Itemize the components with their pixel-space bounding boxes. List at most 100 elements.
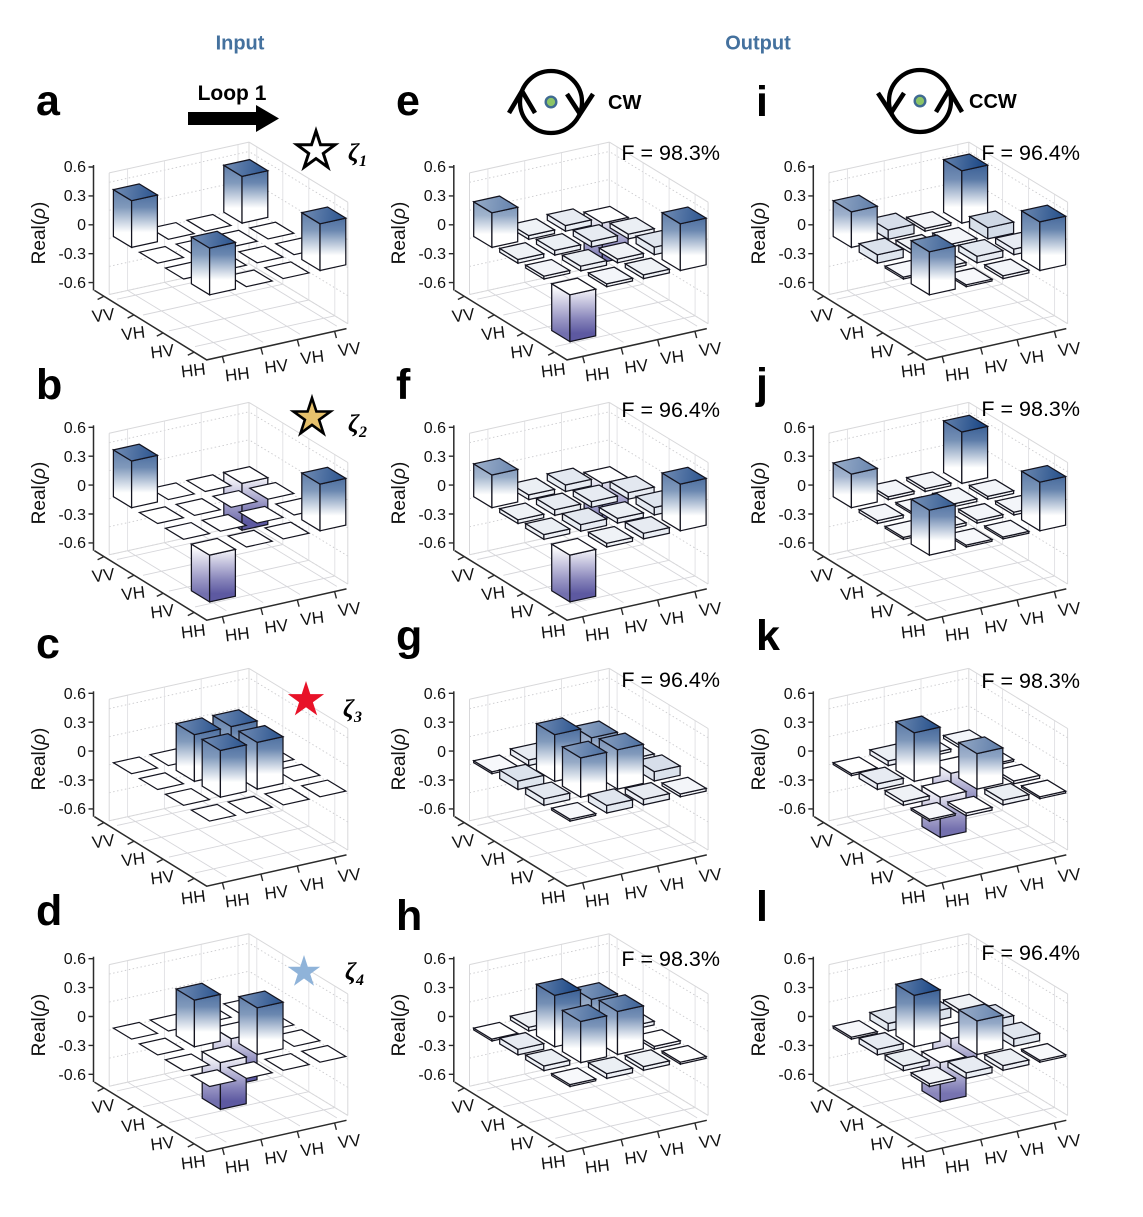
svg-text:VV: VV <box>451 1096 476 1118</box>
svg-text:VV: VV <box>337 1131 362 1153</box>
svg-text:0.6: 0.6 <box>424 420 446 437</box>
svg-text:VV: VV <box>1057 865 1082 887</box>
svg-text:0.6: 0.6 <box>64 686 86 703</box>
svg-text:-0.6: -0.6 <box>778 1067 806 1084</box>
svg-text:VH: VH <box>480 323 506 345</box>
svg-text:Real(ρ): Real(ρ) <box>29 462 50 525</box>
svg-text:HV: HV <box>509 1133 535 1155</box>
svg-text:Real(ρ): Real(ρ) <box>389 994 410 1057</box>
svg-text:F = 98.3%: F = 98.3% <box>981 397 1080 421</box>
svg-text:VH: VH <box>839 323 865 345</box>
svg-text:HH: HH <box>180 1152 207 1174</box>
svg-text:-0.6: -0.6 <box>778 275 806 292</box>
svg-text:CCW: CCW <box>969 91 1017 113</box>
svg-text:VH: VH <box>480 583 506 605</box>
svg-text:-0.6: -0.6 <box>58 275 86 292</box>
svg-text:0.6: 0.6 <box>64 951 86 968</box>
svg-text:HH: HH <box>584 624 611 646</box>
svg-text:Real(ρ): Real(ρ) <box>749 462 770 525</box>
svg-text:-0.3: -0.3 <box>778 1038 806 1055</box>
svg-text:HH: HH <box>224 364 251 386</box>
svg-text:0.6: 0.6 <box>784 159 806 176</box>
svg-text:CW: CW <box>608 92 641 114</box>
svg-text:HH: HH <box>944 364 971 386</box>
svg-text:VH: VH <box>1019 347 1045 369</box>
svg-text:Real(ρ): Real(ρ) <box>749 202 770 265</box>
svg-text:HV: HV <box>149 341 175 363</box>
svg-text:0: 0 <box>797 744 806 761</box>
svg-text:b: b <box>36 361 62 409</box>
svg-text:VV: VV <box>810 565 835 587</box>
svg-text:-0.3: -0.3 <box>58 1038 86 1055</box>
svg-text:-0.3: -0.3 <box>778 507 806 524</box>
svg-text:Real(ρ): Real(ρ) <box>29 202 50 265</box>
svg-text:F = 98.3%: F = 98.3% <box>621 947 720 971</box>
svg-text:HH: HH <box>224 624 251 646</box>
svg-text:VV: VV <box>810 305 835 327</box>
svg-text:HV: HV <box>509 601 535 623</box>
svg-text:HV: HV <box>983 882 1009 904</box>
svg-text:0: 0 <box>797 1009 806 1026</box>
svg-text:HH: HH <box>944 624 971 646</box>
svg-text:VH: VH <box>480 1115 506 1137</box>
svg-text:0.3: 0.3 <box>424 188 446 205</box>
svg-text:VV: VV <box>1057 599 1082 621</box>
svg-text:l: l <box>756 883 768 931</box>
svg-text:Real(ρ): Real(ρ) <box>749 994 770 1057</box>
svg-text:0.3: 0.3 <box>424 715 446 732</box>
svg-text:HH: HH <box>900 360 927 382</box>
svg-text:HH: HH <box>540 621 567 643</box>
svg-text:0.3: 0.3 <box>784 188 806 205</box>
svg-text:HH: HH <box>944 890 971 912</box>
svg-text:HH: HH <box>900 1152 927 1174</box>
svg-text:0.6: 0.6 <box>424 951 446 968</box>
svg-text:VH: VH <box>299 874 325 896</box>
svg-text:F = 96.4%: F = 96.4% <box>981 941 1080 965</box>
svg-text:0: 0 <box>437 744 446 761</box>
svg-text:VH: VH <box>120 323 146 345</box>
svg-text:F = 96.4%: F = 96.4% <box>621 398 720 422</box>
svg-text:0.3: 0.3 <box>64 188 86 205</box>
svg-text:HV: HV <box>869 1133 895 1155</box>
svg-text:c: c <box>36 620 60 668</box>
svg-text:Real(ρ): Real(ρ) <box>389 462 410 525</box>
svg-text:VV: VV <box>451 831 476 853</box>
svg-text:f: f <box>396 361 411 409</box>
svg-text:HH: HH <box>584 890 611 912</box>
svg-text:Real(ρ): Real(ρ) <box>29 994 50 1057</box>
svg-text:VH: VH <box>659 347 685 369</box>
svg-text:VH: VH <box>299 347 325 369</box>
svg-text:0: 0 <box>797 217 806 234</box>
svg-text:HV: HV <box>149 601 175 623</box>
svg-text:VV: VV <box>451 305 476 327</box>
svg-text:-0.3: -0.3 <box>778 773 806 790</box>
svg-text:0.3: 0.3 <box>64 449 86 466</box>
svg-text:HV: HV <box>149 867 175 889</box>
svg-text:HV: HV <box>869 341 895 363</box>
svg-text:0.6: 0.6 <box>64 159 86 176</box>
svg-text:Output: Output <box>725 33 791 55</box>
svg-text:HV: HV <box>263 1147 289 1169</box>
svg-text:-0.3: -0.3 <box>778 246 806 263</box>
svg-text:HV: HV <box>983 616 1009 638</box>
svg-text:k: k <box>756 612 780 660</box>
svg-text:HV: HV <box>623 1147 649 1169</box>
svg-text:VH: VH <box>659 608 685 630</box>
svg-text:VH: VH <box>1019 1139 1045 1161</box>
svg-text:-0.3: -0.3 <box>418 246 446 263</box>
svg-text:-0.6: -0.6 <box>58 1067 86 1084</box>
svg-text:VH: VH <box>839 1115 865 1137</box>
svg-text:0: 0 <box>437 1009 446 1026</box>
svg-text:HH: HH <box>180 621 207 643</box>
svg-text:0: 0 <box>77 744 86 761</box>
svg-text:VV: VV <box>91 831 116 853</box>
svg-text:VV: VV <box>810 1096 835 1118</box>
svg-text:VH: VH <box>1019 874 1045 896</box>
svg-text:-0.6: -0.6 <box>778 535 806 552</box>
svg-text:0: 0 <box>77 217 86 234</box>
svg-text:0.6: 0.6 <box>64 420 86 437</box>
svg-text:VV: VV <box>91 565 116 587</box>
svg-text:HV: HV <box>149 1133 175 1155</box>
svg-text:VV: VV <box>698 339 723 361</box>
svg-text:0.6: 0.6 <box>424 159 446 176</box>
